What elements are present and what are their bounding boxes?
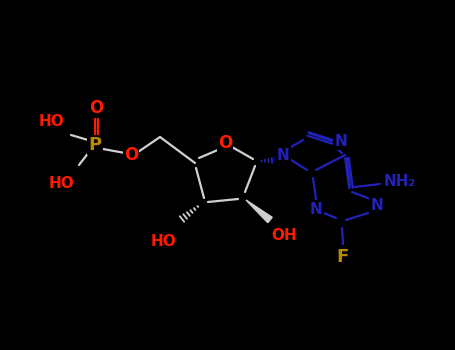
- Text: HO: HO: [49, 175, 75, 190]
- Polygon shape: [246, 200, 272, 223]
- Text: P: P: [88, 136, 101, 154]
- Text: N: N: [309, 203, 323, 217]
- Text: HO: HO: [151, 233, 177, 248]
- Text: O: O: [124, 146, 138, 164]
- Text: OH: OH: [271, 228, 297, 243]
- Text: N: N: [334, 133, 347, 148]
- Text: F: F: [337, 248, 349, 266]
- Text: NH₂: NH₂: [384, 175, 416, 189]
- Text: O: O: [89, 99, 103, 117]
- Text: O: O: [218, 134, 232, 152]
- Text: HO: HO: [39, 114, 65, 130]
- Text: N: N: [277, 147, 289, 162]
- Text: N: N: [371, 197, 384, 212]
